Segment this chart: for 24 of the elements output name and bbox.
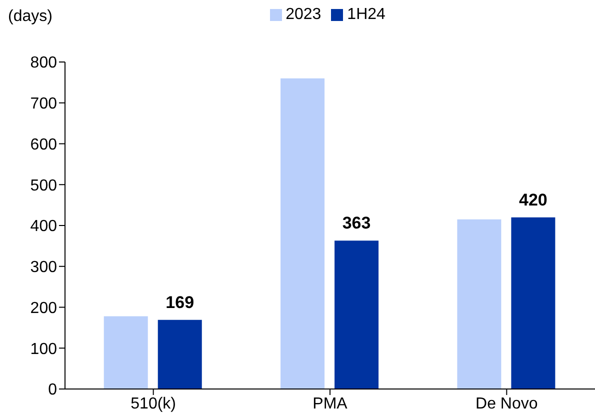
data-label: 420 (519, 190, 548, 210)
bar (104, 316, 148, 389)
y-tick-label: 500 (30, 177, 58, 194)
bar (158, 320, 202, 389)
x-tick-label: PMA (312, 395, 348, 412)
y-axis-title: (days) (8, 8, 52, 26)
x-tick-label: De Novo (476, 395, 538, 412)
bar (457, 219, 502, 389)
bar (280, 78, 325, 389)
bar (511, 217, 556, 389)
data-label: 169 (166, 292, 194, 312)
y-tick-label: 600 (30, 136, 58, 154)
y-tick-label: 100 (30, 340, 58, 358)
y-tick-label: 0 (48, 382, 58, 399)
y-tick-label: 200 (30, 300, 58, 317)
legend-label: 1H24 (347, 6, 386, 23)
y-tick-label: 400 (30, 218, 58, 236)
y-tick-label: 700 (30, 96, 58, 113)
bar (334, 240, 379, 389)
data-label: 363 (342, 214, 371, 233)
y-tick-label: 800 (30, 54, 58, 72)
y-tick-label: 300 (30, 259, 58, 276)
x-tick-label: 510(k) (130, 395, 176, 412)
legend-label: 2023 (286, 6, 322, 23)
